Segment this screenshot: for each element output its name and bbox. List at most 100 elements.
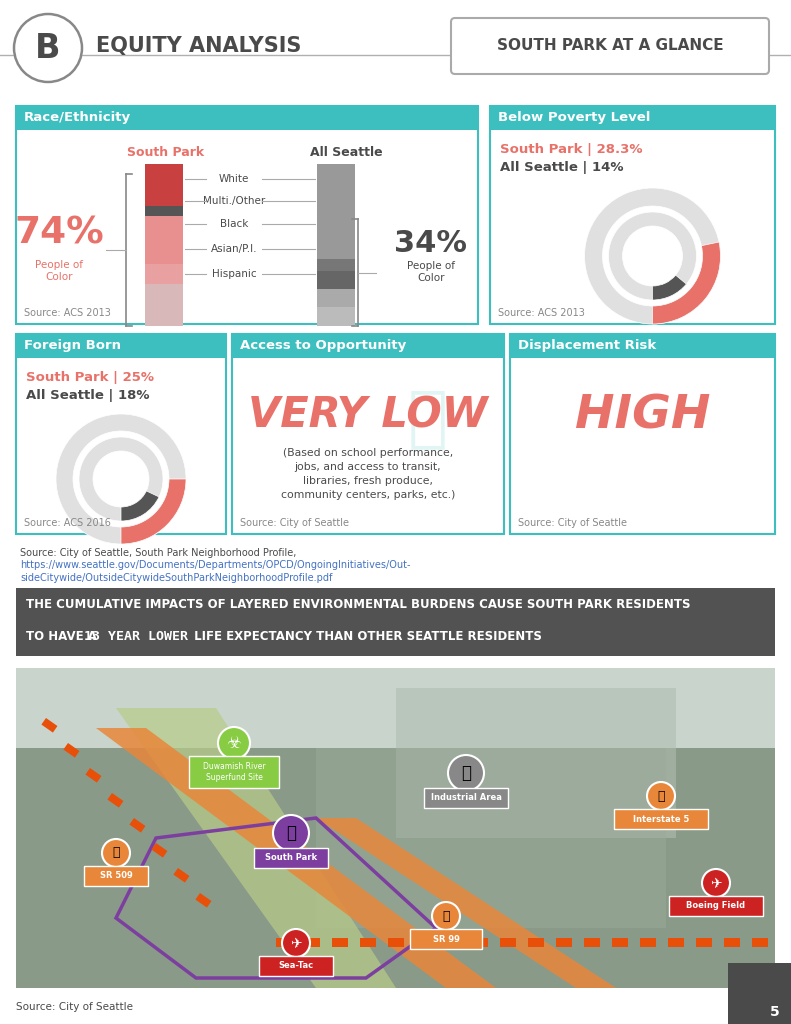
Text: SOUTH PARK AT A GLANCE: SOUTH PARK AT A GLANCE (497, 39, 723, 53)
Bar (316, 748, 666, 928)
Bar (85, 768, 101, 782)
Wedge shape (653, 275, 687, 300)
Circle shape (218, 727, 250, 759)
Text: (Based on school performance,
jobs, and access to transit,
libraries, fresh prod: (Based on school performance, jobs, and … (281, 449, 455, 500)
Text: Asian/P.I.: Asian/P.I. (210, 244, 257, 254)
Wedge shape (56, 414, 186, 544)
Bar (145, 164, 183, 206)
Text: ✈: ✈ (710, 876, 722, 890)
Bar (668, 938, 684, 947)
Polygon shape (116, 708, 396, 988)
Text: All Seattle | 14%: All Seattle | 14% (500, 162, 623, 174)
Text: South Park | 25%: South Park | 25% (26, 371, 154, 384)
Circle shape (702, 869, 730, 897)
Bar (612, 938, 628, 947)
Wedge shape (79, 437, 163, 521)
Bar (510, 334, 775, 358)
Bar (232, 334, 504, 534)
Bar (16, 668, 775, 988)
Bar (317, 259, 355, 271)
Wedge shape (608, 212, 697, 300)
Bar (444, 938, 460, 947)
Bar (41, 718, 58, 732)
Text: People of
Color: People of Color (35, 260, 83, 282)
Text: 🚛: 🚛 (657, 790, 664, 803)
Circle shape (647, 782, 675, 810)
Bar (332, 938, 348, 947)
Bar (145, 206, 183, 216)
Wedge shape (653, 242, 721, 324)
Text: 34%: 34% (395, 229, 467, 258)
Bar (16, 588, 775, 656)
Text: South Park: South Park (127, 145, 205, 159)
Bar (130, 818, 146, 833)
Text: 13 YEAR LOWER: 13 YEAR LOWER (84, 630, 188, 642)
Circle shape (273, 815, 309, 851)
FancyBboxPatch shape (424, 788, 508, 808)
Text: Source: ACS 2016: Source: ACS 2016 (24, 518, 111, 528)
Circle shape (448, 755, 484, 791)
Text: Interstate 5: Interstate 5 (633, 814, 689, 823)
Circle shape (102, 839, 130, 867)
Bar (16, 334, 226, 358)
Text: 🚛: 🚛 (112, 847, 119, 859)
Text: Access to Opportunity: Access to Opportunity (240, 340, 407, 352)
Text: VERY LOW: VERY LOW (248, 395, 488, 437)
Text: THE CUMULATIVE IMPACTS OF LAYERED ENVIRONMENTAL BURDENS CAUSE SOUTH PARK RESIDEN: THE CUMULATIVE IMPACTS OF LAYERED ENVIRO… (26, 597, 691, 610)
Text: Displacement Risk: Displacement Risk (518, 340, 657, 352)
Bar (317, 164, 355, 259)
Bar (276, 938, 292, 947)
Bar (472, 938, 488, 947)
Bar (556, 938, 572, 947)
FancyBboxPatch shape (614, 809, 708, 829)
Text: South Park | 28.3%: South Park | 28.3% (500, 142, 642, 156)
Text: B: B (36, 32, 61, 65)
Text: Below Poverty Level: Below Poverty Level (498, 112, 650, 125)
Circle shape (432, 902, 460, 930)
Bar (640, 938, 656, 947)
Bar (195, 893, 211, 907)
Bar (317, 271, 355, 289)
Text: 🏢: 🏢 (408, 385, 448, 451)
Text: HIGH: HIGH (575, 393, 710, 438)
Text: ✈: ✈ (290, 936, 302, 950)
Text: LIFE EXPECTANCY THAN OTHER SEATTLE RESIDENTS: LIFE EXPECTANCY THAN OTHER SEATTLE RESID… (190, 630, 542, 642)
Text: 🏭: 🏭 (461, 764, 471, 782)
Circle shape (282, 929, 310, 957)
Text: 5: 5 (770, 1005, 780, 1019)
Bar (151, 843, 168, 857)
Polygon shape (316, 818, 616, 988)
Text: Boeing Field: Boeing Field (687, 901, 746, 910)
Text: White: White (219, 174, 249, 184)
Bar (16, 106, 478, 324)
Text: EQUITY ANALYSIS: EQUITY ANALYSIS (96, 36, 301, 56)
Bar (145, 216, 183, 264)
Circle shape (14, 14, 82, 82)
Text: Source: ACS 2013: Source: ACS 2013 (498, 308, 585, 318)
Bar (416, 938, 432, 947)
FancyBboxPatch shape (669, 896, 763, 916)
Text: Hispanic: Hispanic (212, 269, 256, 279)
FancyBboxPatch shape (84, 866, 148, 886)
Text: 74%: 74% (14, 216, 104, 252)
Bar (360, 938, 376, 947)
Bar (396, 688, 676, 838)
Text: ☣: ☣ (226, 734, 241, 752)
Wedge shape (585, 188, 721, 324)
Text: Source: City of Seattle, South Park Neighborhood Profile,: Source: City of Seattle, South Park Neig… (20, 548, 300, 558)
Bar (490, 106, 775, 130)
Text: Black: Black (220, 219, 248, 229)
Text: SR 99: SR 99 (433, 935, 460, 943)
Bar (16, 668, 775, 748)
Text: TO HAVE A: TO HAVE A (26, 630, 101, 642)
Text: Sea-Tac: Sea-Tac (278, 962, 313, 971)
Text: Duwamish River
Superfund Site: Duwamish River Superfund Site (202, 762, 265, 781)
Bar (304, 938, 320, 947)
Text: Race/Ethnicity: Race/Ethnicity (24, 112, 131, 125)
Text: Industrial Area: Industrial Area (430, 794, 501, 803)
Wedge shape (121, 479, 186, 544)
Text: South Park: South Park (265, 853, 317, 862)
Bar (388, 938, 404, 947)
Bar (724, 938, 740, 947)
Text: 👥: 👥 (286, 824, 296, 842)
